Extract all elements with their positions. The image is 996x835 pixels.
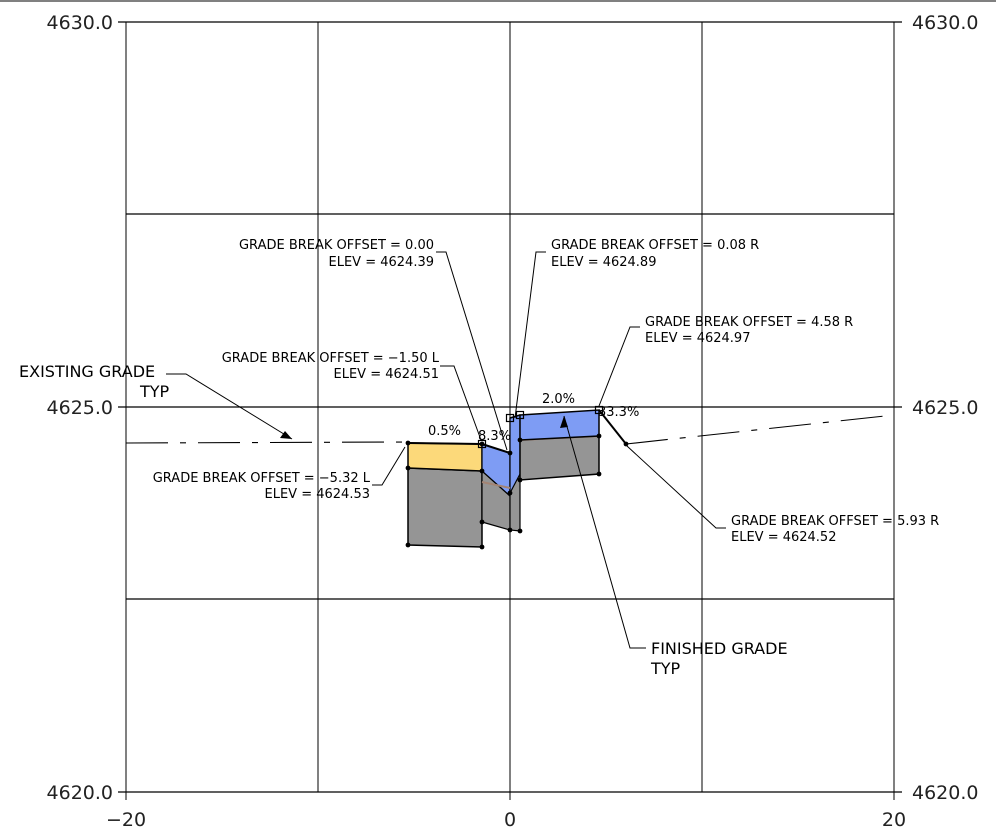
offset-label-center: 0 <box>504 809 516 831</box>
existing-grade-line-right <box>625 414 895 445</box>
label-finished-grade: FINISHED GRADE <box>651 639 788 658</box>
label-gb-m1-50-elev: ELEV = 4624.51 <box>334 367 439 382</box>
subgrade-line-median <box>481 481 511 489</box>
elev-label-bottom-left: 4620.0 <box>47 782 113 804</box>
leader-gb-5-93 <box>626 445 726 529</box>
vertex-points <box>405 433 629 550</box>
surface-layer-right <box>519 409 600 441</box>
label-gb-0-00-elev: ELEV = 4624.39 <box>329 255 434 270</box>
elev-label-bottom-right: 4620.0 <box>912 782 978 804</box>
label-gb-4-58-elev: ELEV = 4624.97 <box>645 331 750 346</box>
arrowhead-finished-grade <box>560 416 568 428</box>
elev-label-top-right: 4630.0 <box>912 12 978 34</box>
leader-gb-m5-32 <box>372 446 406 486</box>
label-existing-grade: EXISTING GRADE <box>19 362 155 381</box>
base-layer-left <box>407 467 483 548</box>
elev-label-mid-left: 4625.0 <box>47 397 113 419</box>
offset-label-left: −20 <box>106 809 146 831</box>
leader-gb-4-58 <box>598 326 640 407</box>
existing-grade-line-left <box>125 441 409 444</box>
label-existing-grade-typ: TYP <box>139 382 170 401</box>
arrowhead-existing-grade <box>280 431 292 439</box>
slope-label-4: 33.3% <box>598 405 639 420</box>
left-surface-line <box>407 442 483 445</box>
label-gb-m5-32-elev: ELEV = 4624.53 <box>265 487 370 502</box>
label-gb-0-00-offset: GRADE BREAK OFFSET = 0.00 <box>239 238 434 253</box>
label-gb-m5-32-offset: GRADE BREAK OFFSET = −5.32 L <box>153 471 371 486</box>
leader-gb-0-08 <box>514 251 546 419</box>
slope-label-3: 2.0% <box>542 392 575 407</box>
label-gb-m1-50-offset: GRADE BREAK OFFSET = −1.50 L <box>222 351 440 366</box>
label-finished-grade-typ: TYP <box>650 659 681 678</box>
base-layer-right <box>519 435 600 481</box>
label-gb-5-93-offset: GRADE BREAK OFFSET = 5.93 R <box>731 514 939 529</box>
slope-label-2: 8.3% <box>478 429 511 444</box>
label-gb-0-08-elev: ELEV = 4624.89 <box>551 255 656 270</box>
label-gb-0-08-offset: GRADE BREAK OFFSET = 0.08 R <box>551 238 759 253</box>
leader-gb-0-00 <box>436 251 508 451</box>
label-gb-4-58-offset: GRADE BREAK OFFSET = 4.58 R <box>645 315 853 330</box>
elev-label-mid-right: 4625.0 <box>912 397 978 419</box>
surface-layer-left <box>407 442 483 472</box>
label-gb-5-93-elev: ELEV = 4624.52 <box>731 530 836 545</box>
elev-label-top-left: 4630.0 <box>47 12 113 34</box>
median-slope-line <box>481 443 511 454</box>
grade-break-markers <box>477 405 604 449</box>
leader-finished-grade <box>563 415 646 649</box>
foreslope-line <box>598 409 627 445</box>
leader-existing-grade <box>166 373 293 440</box>
leader-gb-m1-50 <box>440 365 482 441</box>
offset-label-right: 20 <box>882 809 906 831</box>
slope-label-1: 0.5% <box>428 424 461 439</box>
